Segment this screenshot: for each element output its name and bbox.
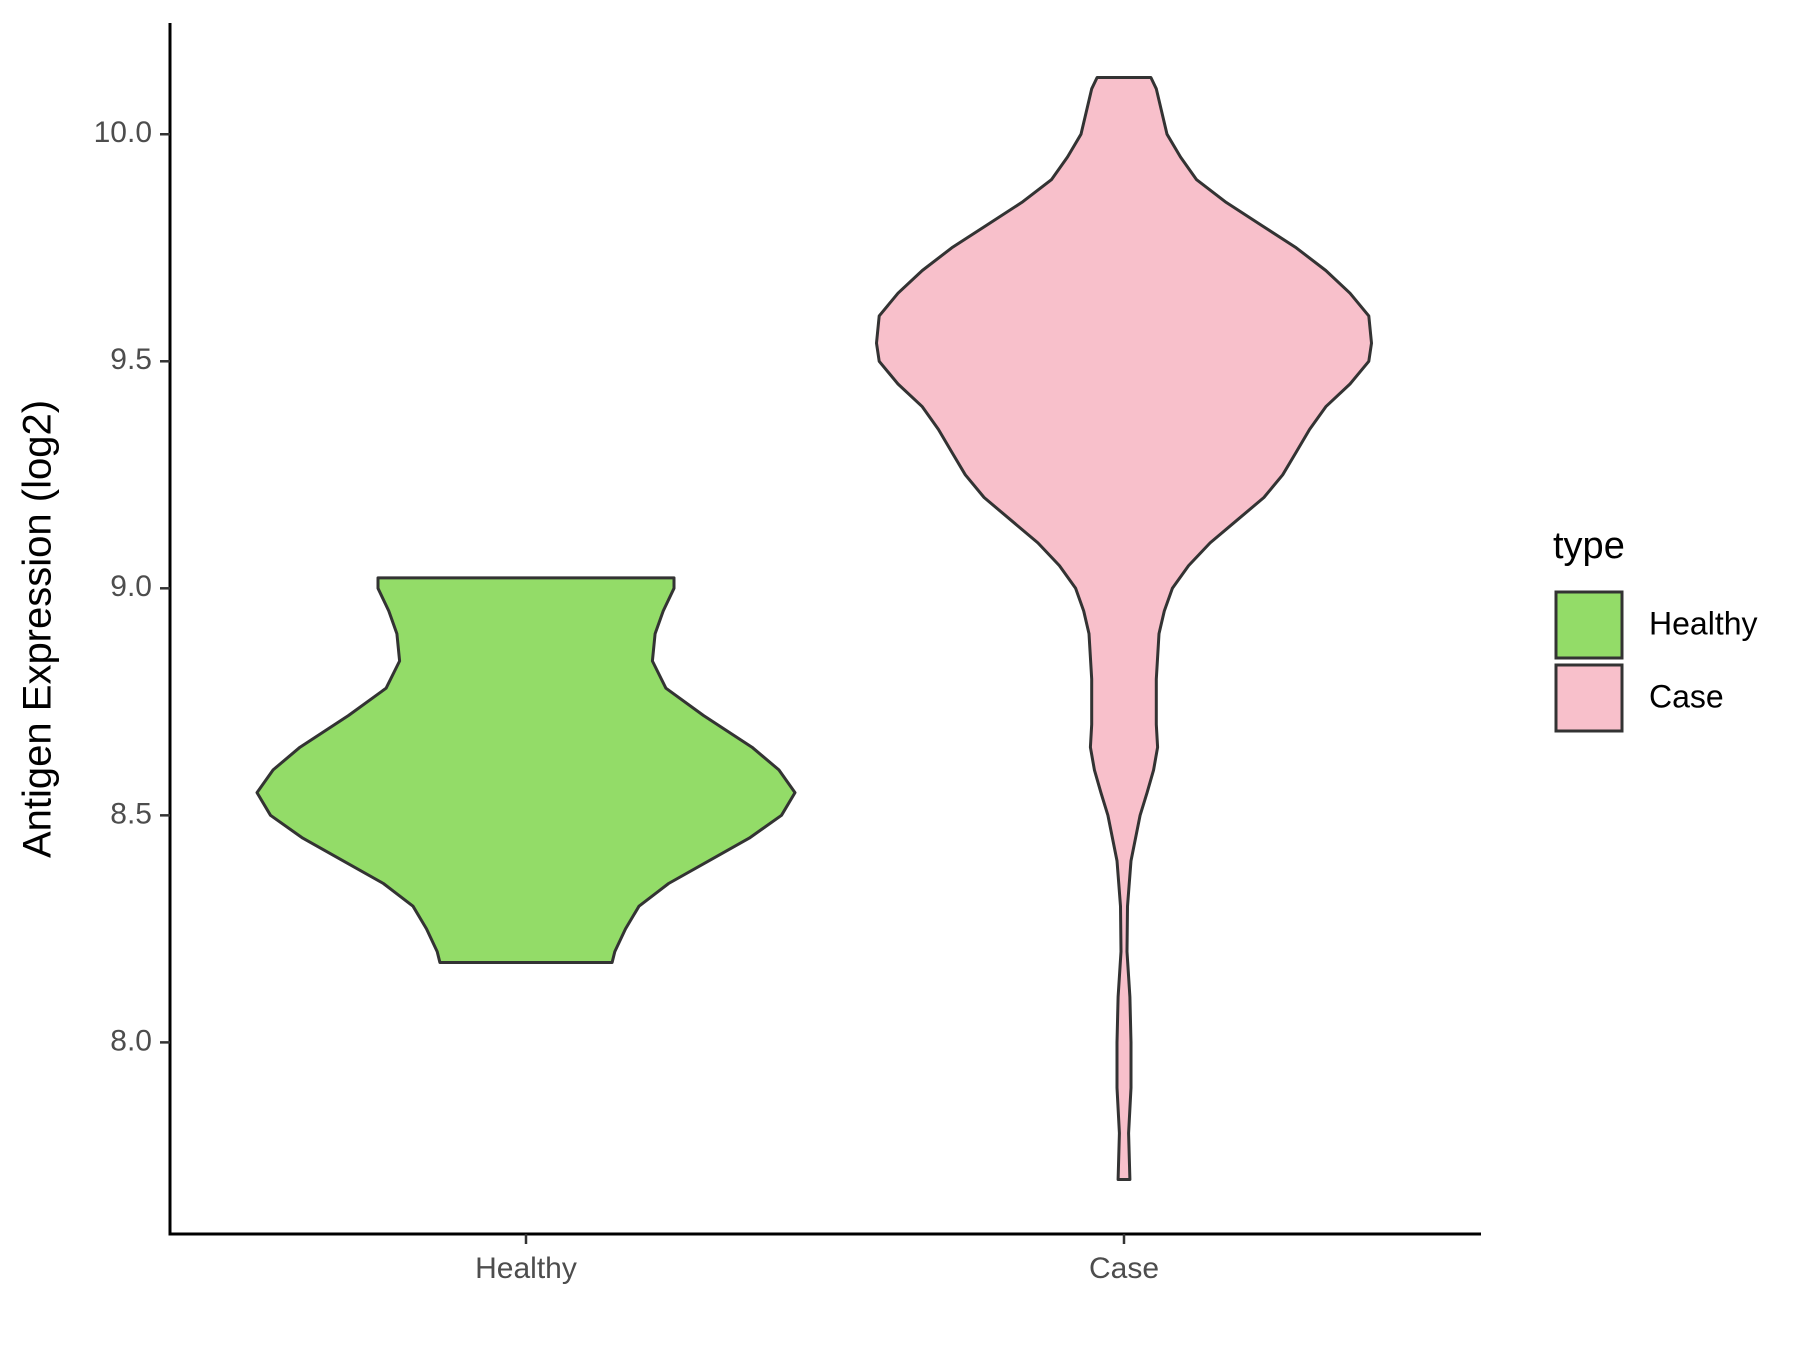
legend-label: Case [1649, 678, 1724, 714]
legend-title: type [1553, 525, 1625, 567]
y-tick-label: 8.5 [110, 797, 152, 830]
y-tick-label: 9.0 [110, 570, 152, 603]
violin [875, 76, 1373, 1181]
x-tick-label: Case [1089, 1252, 1159, 1285]
y-axis-label: Antigen Expression (log2) [16, 400, 60, 858]
legend-key [1554, 590, 1624, 660]
violin [255, 576, 797, 964]
y-tick-label: 9.5 [110, 343, 152, 376]
x-tick-label: Healthy [475, 1252, 577, 1285]
y-tick-label: 10.0 [94, 116, 152, 149]
y-tick-label: 8.0 [110, 1024, 152, 1057]
legend-label: Healthy [1649, 605, 1758, 641]
legend-key [1554, 663, 1624, 733]
